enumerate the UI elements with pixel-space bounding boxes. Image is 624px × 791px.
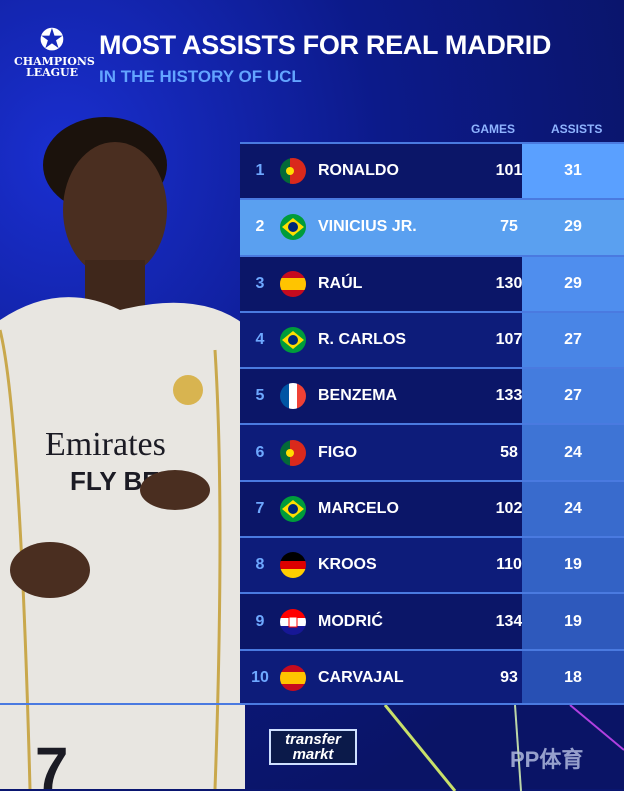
croatia-flag-icon: [280, 608, 306, 635]
player-name: RONALDO: [318, 162, 399, 180]
assists-value: 18: [522, 650, 624, 705]
table-row: 6 FIGO 58 24: [240, 423, 624, 480]
table-row: 4 R. CARLOS 107 27: [240, 310, 624, 368]
player-name: RAÚL: [318, 274, 363, 292]
brazil-flag-icon: [280, 495, 306, 522]
portugal-flag-icon: [280, 439, 306, 466]
player-name: R. CARLOS: [318, 331, 406, 349]
brazil-flag-icon: [280, 214, 306, 241]
svg-text:7: 7: [35, 735, 68, 789]
logo-text: LEAGUE: [25, 66, 79, 79]
assists-value: 19: [522, 594, 624, 649]
rank: 4: [255, 331, 265, 349]
player-name: MODRIĆ: [318, 612, 383, 630]
page-title: MOST ASSISTS FOR REAL MADRID: [99, 30, 552, 60]
games-value: 101: [495, 162, 523, 180]
rank: 10: [251, 668, 269, 686]
player-name: CARVAJAL: [318, 668, 404, 686]
portugal-flag-icon: [280, 158, 306, 185]
games-value: 130: [495, 274, 523, 292]
player-name: KROOS: [318, 556, 377, 574]
table-row: 2 VINICIUS JR. 75 29: [240, 198, 624, 255]
assists-value: 29: [522, 200, 624, 255]
games-value: 75: [500, 218, 518, 236]
brazil-flag-icon: [280, 327, 306, 354]
assists-value: 31: [522, 144, 624, 199]
transfermarkt-logo: transfer markt: [269, 729, 357, 765]
assists-value: 24: [522, 425, 624, 480]
table-row: 9 MODRIĆ 134 19: [240, 592, 624, 649]
table-row: 10 CARVAJAL 93 18: [240, 648, 624, 705]
games-value: 93: [500, 668, 518, 686]
rank: 3: [255, 274, 265, 292]
games-value: 58: [500, 443, 518, 461]
svg-text:Emirates: Emirates: [45, 426, 166, 463]
rank: 5: [255, 387, 265, 405]
table-row: 7 MARCELO 102 24: [240, 479, 624, 537]
player-name: BENZEMA: [318, 387, 398, 405]
table-row: 8 KROOS 110 19: [240, 536, 624, 593]
player-name: FIGO: [318, 443, 358, 461]
rank: 2: [255, 218, 265, 236]
table-row: 1 RONALDO 101 31: [240, 142, 624, 199]
pp-sports-watermark: PP体育: [510, 747, 584, 772]
games-value: 110: [496, 556, 522, 574]
column-header-games: GAMES: [471, 122, 516, 136]
player-name: VINICIUS JR.: [318, 218, 417, 236]
spain-flag-icon: [280, 270, 306, 297]
assists-value: 24: [522, 481, 624, 537]
table-row: 3 RAÚL 130 29: [240, 254, 624, 311]
champions-league-logo: ✪ CHAMPIONS LEAGUE: [14, 24, 95, 79]
spain-flag-icon: [280, 664, 306, 691]
rank: 9: [255, 612, 265, 630]
footer: [0, 703, 624, 791]
games-value: 134: [495, 612, 523, 630]
decorative-lines: [383, 705, 624, 791]
germany-flag-icon: [280, 552, 306, 579]
rank: 8: [255, 556, 265, 574]
games-value: 133: [495, 387, 523, 405]
starball-icon: ✪: [39, 24, 65, 57]
table-row: 5 BENZEMA 133 27: [240, 367, 624, 424]
logo-text: CHAMPIONS: [14, 55, 95, 68]
rank: 1: [255, 162, 265, 180]
assists-value: 27: [522, 312, 624, 368]
assists-value: 27: [522, 369, 624, 424]
assists-value: 29: [522, 256, 624, 311]
rank: 7: [255, 499, 265, 517]
player-photo: Emirates FLY BE 7: [0, 117, 245, 789]
rank: 6: [255, 443, 265, 461]
france-flag-icon: [280, 383, 306, 410]
games-value: 102: [495, 499, 523, 517]
column-header-assists: ASSISTS: [551, 122, 603, 136]
page-subtitle: IN THE HISTORY OF UCL: [99, 67, 302, 86]
games-value: 107: [495, 331, 523, 349]
assists-table: 1 RONALDO 101 31 2 VINICIUS JR. 75 29 3 RA…: [240, 142, 624, 705]
player-name: MARCELO: [318, 499, 399, 517]
assists-value: 19: [522, 538, 624, 593]
